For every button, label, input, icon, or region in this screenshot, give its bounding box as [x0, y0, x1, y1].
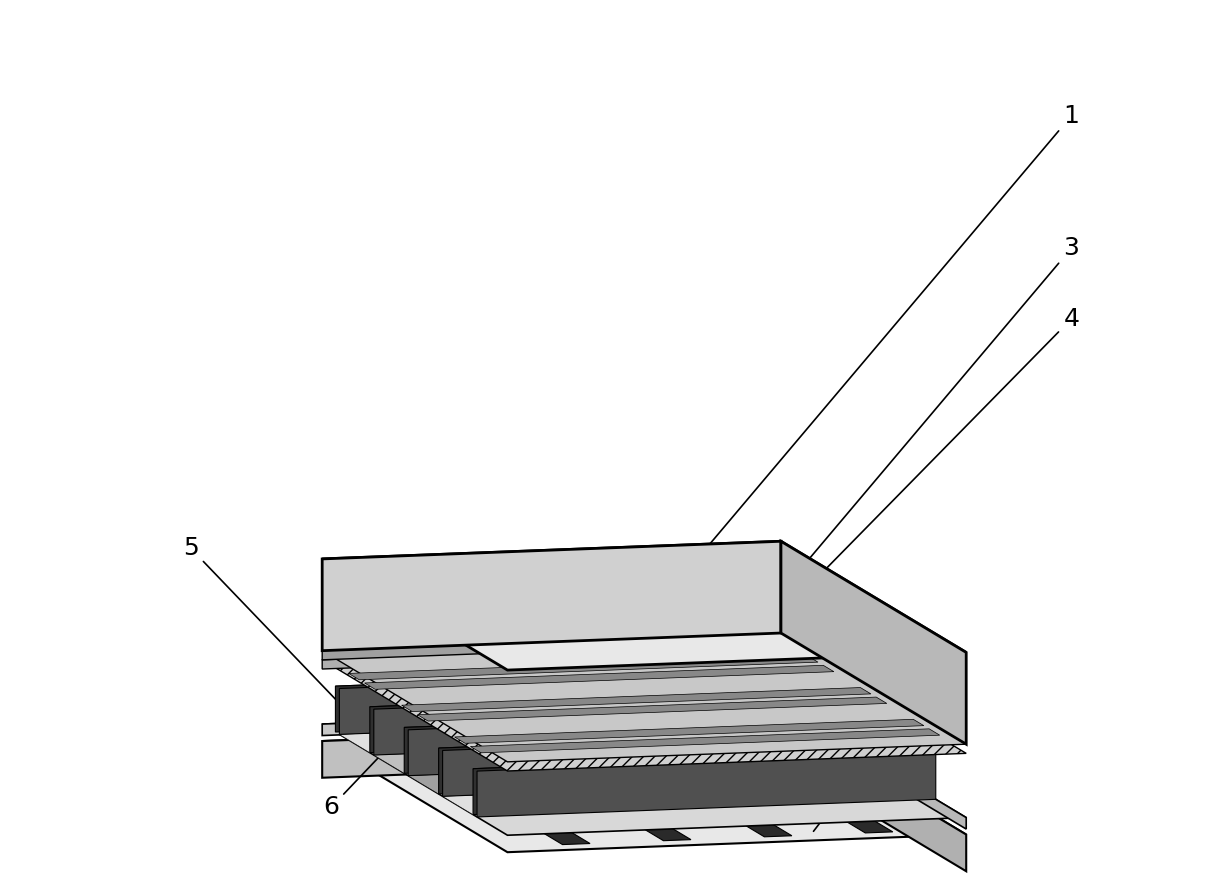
Polygon shape	[335, 668, 798, 689]
Polygon shape	[365, 666, 834, 689]
Polygon shape	[322, 706, 781, 735]
Polygon shape	[409, 758, 897, 794]
Polygon shape	[335, 668, 794, 732]
Polygon shape	[322, 643, 781, 669]
Polygon shape	[404, 710, 867, 730]
Polygon shape	[473, 751, 936, 771]
Polygon shape	[322, 542, 781, 650]
Polygon shape	[340, 671, 798, 735]
Polygon shape	[470, 729, 939, 753]
Polygon shape	[579, 725, 607, 731]
Polygon shape	[404, 710, 863, 773]
Polygon shape	[442, 779, 932, 814]
Text: 5: 5	[183, 536, 342, 707]
Polygon shape	[442, 733, 902, 796]
Polygon shape	[374, 691, 833, 755]
Polygon shape	[781, 723, 966, 871]
Polygon shape	[781, 542, 966, 744]
Text: 4: 4	[745, 307, 1080, 651]
Polygon shape	[322, 633, 781, 660]
Polygon shape	[679, 720, 892, 833]
Polygon shape	[401, 688, 870, 712]
Polygon shape	[579, 725, 792, 837]
Polygon shape	[409, 712, 867, 775]
Polygon shape	[370, 689, 828, 752]
Text: 3: 3	[745, 236, 1080, 635]
Text: 6: 6	[323, 741, 394, 820]
Polygon shape	[473, 751, 932, 814]
Polygon shape	[322, 643, 966, 771]
Polygon shape	[781, 706, 966, 829]
Polygon shape	[377, 733, 405, 739]
Polygon shape	[348, 656, 818, 680]
Polygon shape	[374, 737, 863, 773]
Polygon shape	[340, 717, 828, 752]
Polygon shape	[439, 730, 897, 794]
Polygon shape	[322, 723, 781, 778]
Polygon shape	[417, 697, 887, 721]
Polygon shape	[478, 753, 936, 817]
Polygon shape	[322, 723, 966, 852]
Polygon shape	[455, 720, 924, 743]
Polygon shape	[370, 689, 833, 709]
Polygon shape	[479, 728, 692, 841]
Polygon shape	[439, 730, 902, 750]
Polygon shape	[322, 633, 966, 762]
Polygon shape	[479, 728, 505, 735]
Polygon shape	[377, 733, 590, 844]
Text: 2: 2	[814, 712, 903, 831]
Text: 1: 1	[704, 104, 1080, 550]
Polygon shape	[322, 706, 966, 835]
Polygon shape	[679, 720, 707, 727]
Polygon shape	[322, 542, 966, 670]
